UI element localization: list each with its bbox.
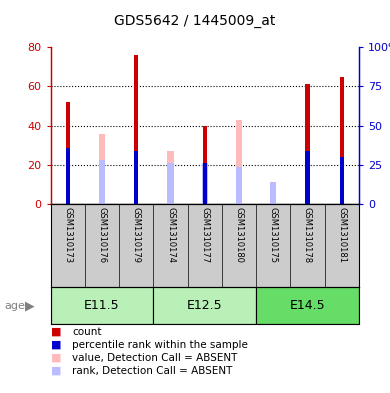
Text: ■: ■ <box>51 327 61 337</box>
Bar <box>66 102 70 204</box>
Text: GSM1310174: GSM1310174 <box>166 207 175 263</box>
Bar <box>270 185 276 204</box>
Text: count: count <box>72 327 102 337</box>
Text: percentile rank within the sample: percentile rank within the sample <box>72 340 248 350</box>
Text: GSM1310175: GSM1310175 <box>269 207 278 263</box>
FancyBboxPatch shape <box>256 287 359 324</box>
Text: rank, Detection Call = ABSENT: rank, Detection Call = ABSENT <box>72 366 232 376</box>
Text: GSM1310178: GSM1310178 <box>303 207 312 263</box>
Bar <box>340 77 344 204</box>
Text: ■: ■ <box>51 353 61 363</box>
Text: GSM1310176: GSM1310176 <box>98 207 106 263</box>
Bar <box>134 151 138 204</box>
Text: E14.5: E14.5 <box>290 299 325 312</box>
Bar <box>236 167 242 204</box>
Text: GSM1310180: GSM1310180 <box>234 207 243 263</box>
Text: GSM1310181: GSM1310181 <box>337 207 346 263</box>
Text: GSM1310179: GSM1310179 <box>132 207 141 263</box>
Bar <box>167 151 174 204</box>
Text: E12.5: E12.5 <box>187 299 223 312</box>
Bar <box>203 163 207 204</box>
Bar <box>203 126 207 204</box>
Bar <box>134 55 138 204</box>
FancyBboxPatch shape <box>51 287 153 324</box>
Bar <box>305 151 310 204</box>
Bar <box>236 120 242 204</box>
Bar <box>270 182 276 204</box>
Text: age: age <box>4 301 25 310</box>
Bar <box>305 84 310 204</box>
Text: GSM1310173: GSM1310173 <box>63 207 72 263</box>
Text: ■: ■ <box>51 366 61 376</box>
Bar <box>167 163 174 204</box>
Text: GDS5642 / 1445009_at: GDS5642 / 1445009_at <box>114 14 276 28</box>
Text: GSM1310177: GSM1310177 <box>200 207 209 263</box>
Text: E11.5: E11.5 <box>84 299 120 312</box>
Text: ■: ■ <box>51 340 61 350</box>
Bar <box>340 157 344 204</box>
Bar <box>99 134 105 204</box>
Bar <box>66 148 70 204</box>
Text: ▶: ▶ <box>25 299 35 312</box>
Text: value, Detection Call = ABSENT: value, Detection Call = ABSENT <box>72 353 238 363</box>
Bar <box>99 160 105 204</box>
FancyBboxPatch shape <box>153 287 256 324</box>
Bar <box>202 163 208 204</box>
